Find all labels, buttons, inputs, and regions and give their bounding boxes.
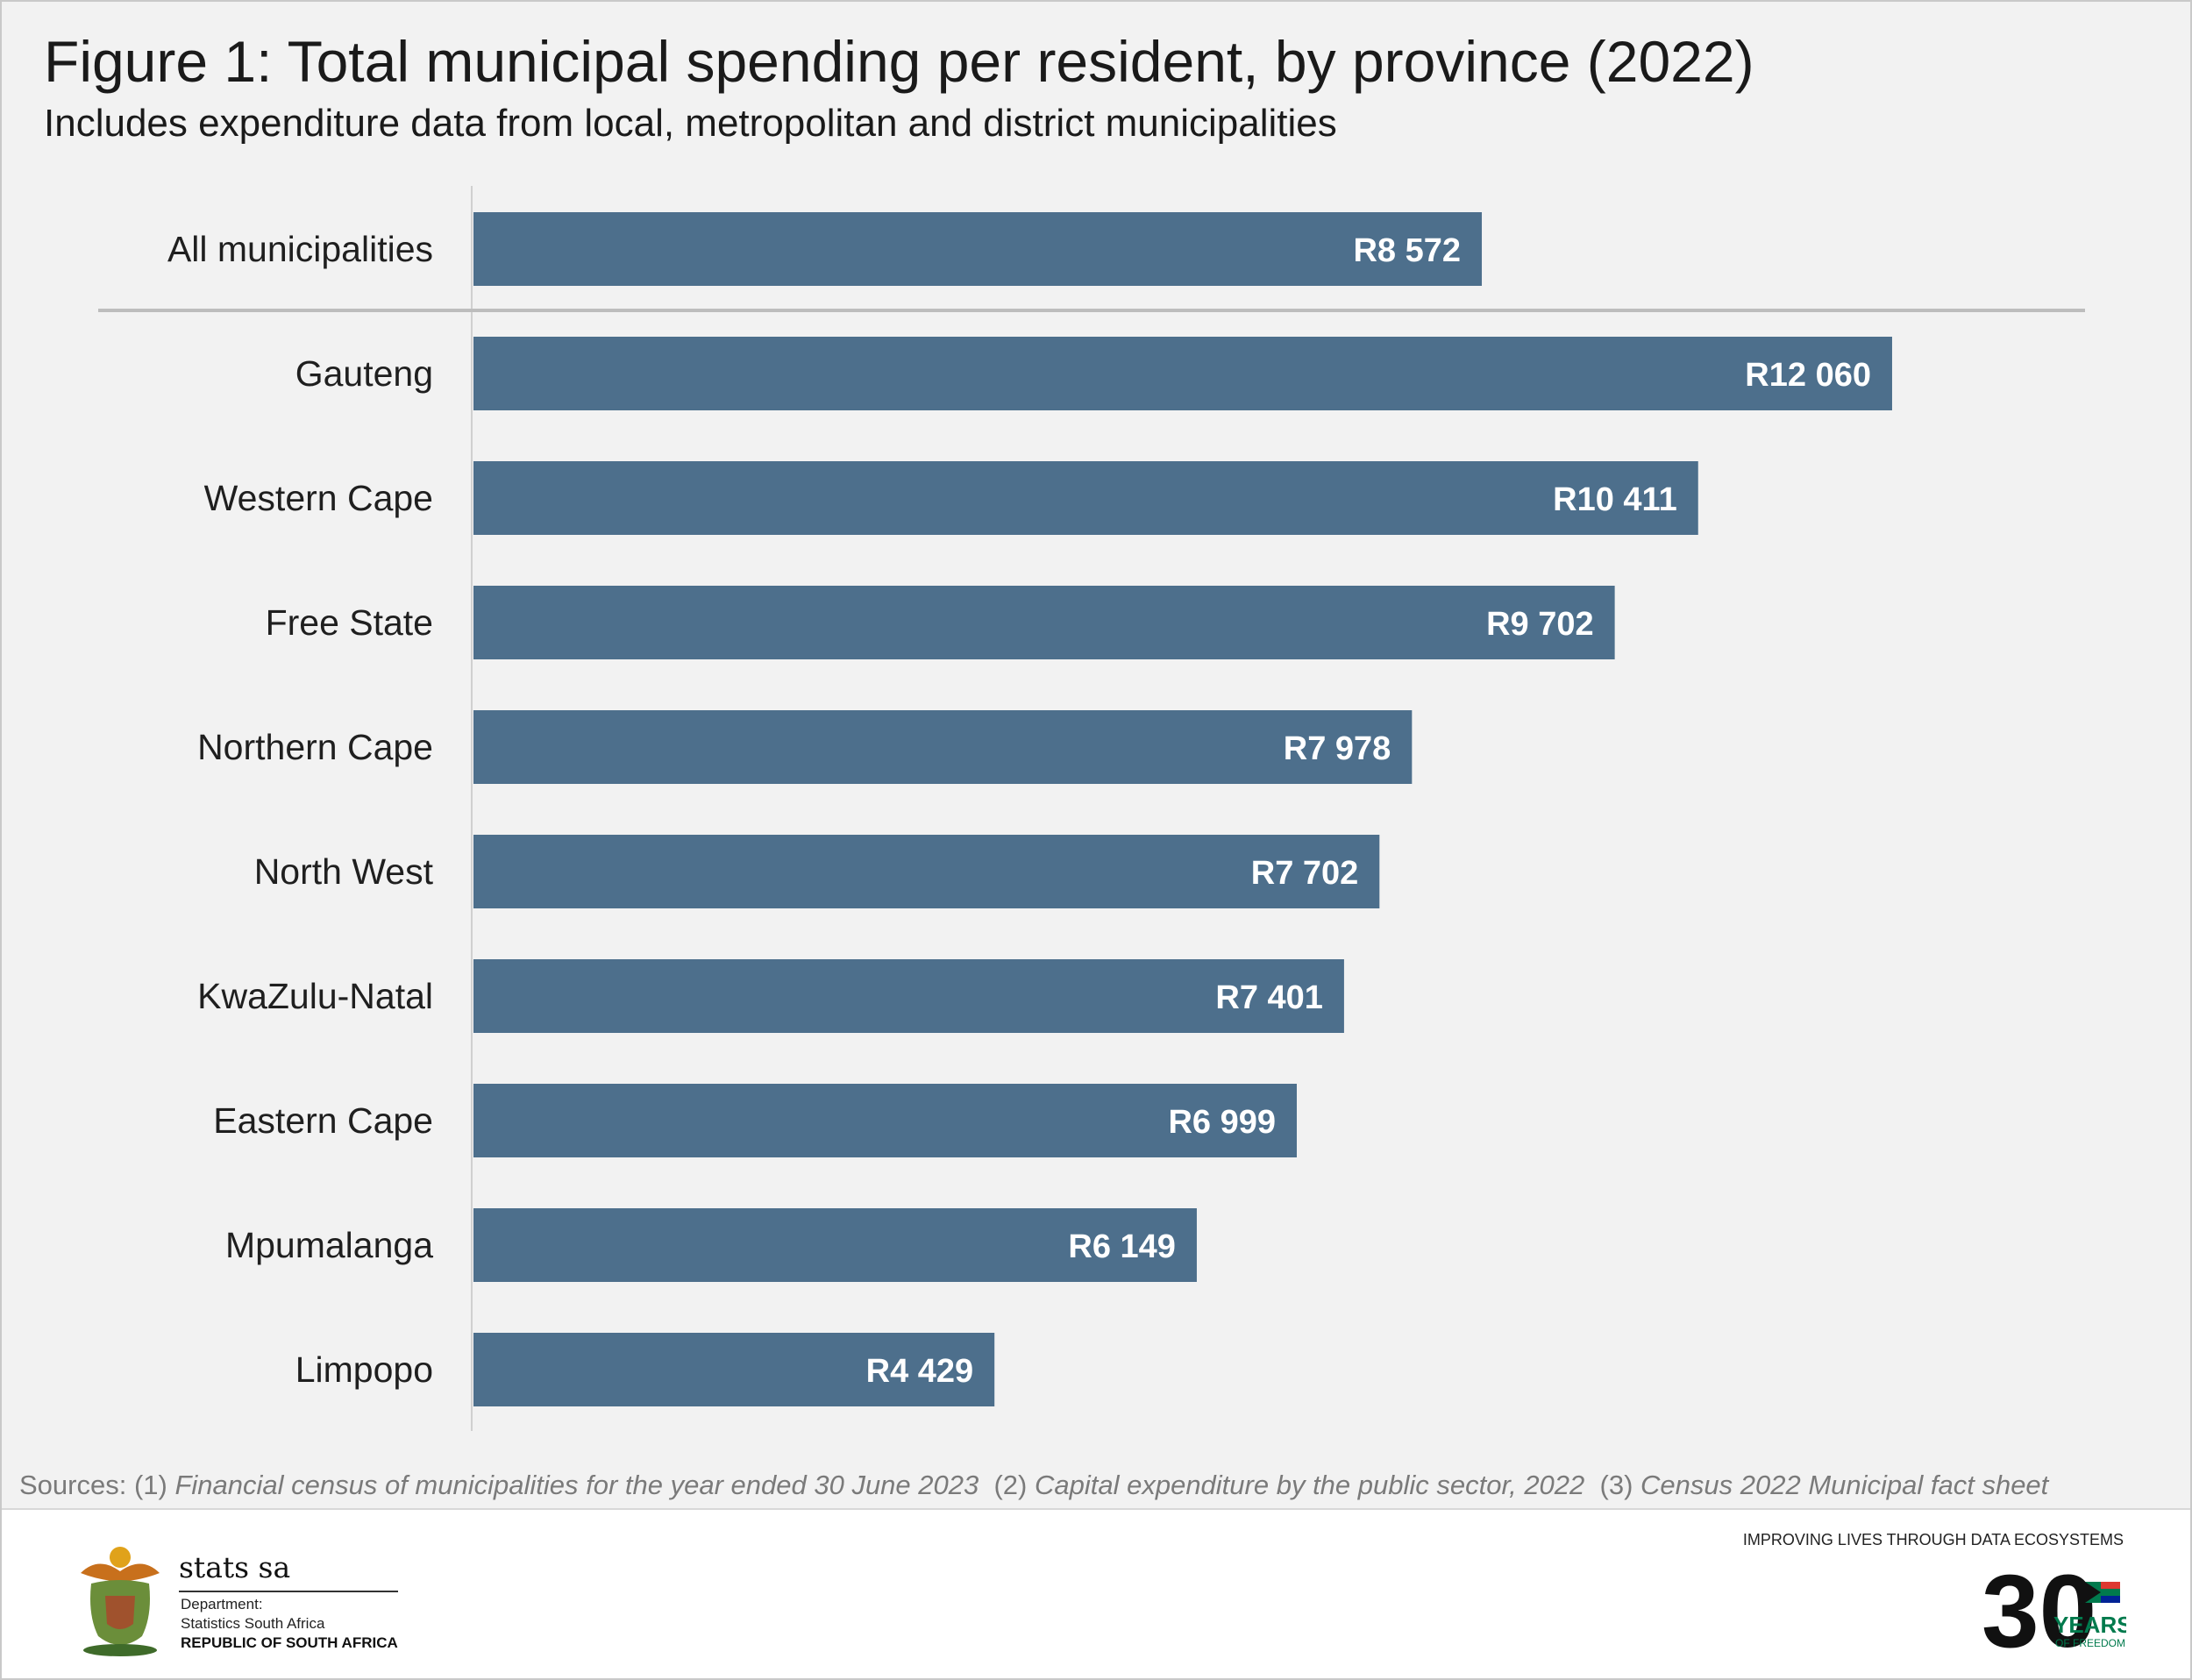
category-label: Mpumalanga — [225, 1225, 433, 1265]
sources-sep-3: (3) — [1599, 1470, 1641, 1500]
category-label: Western Cape — [204, 478, 433, 518]
sources-note: Sources: (1) Financial census of municip… — [19, 1470, 2048, 1501]
org-name-underline — [179, 1591, 398, 1592]
coat-of-arms-icon — [81, 1547, 160, 1656]
value-label: R7 978 — [1284, 730, 1391, 767]
value-label: R7 702 — [1251, 855, 1359, 892]
value-label: R8 572 — [1353, 232, 1461, 269]
category-label: Eastern Cape — [213, 1100, 433, 1141]
chart-panel: Figure 1: Total municipal spending per r… — [2, 2, 2190, 1508]
footer-divider — [2, 1508, 2190, 1510]
bar-chart: All municipalities Gauteng Western Cape Fre… — [98, 186, 2085, 1431]
org-country: REPUBLIC OF SOUTH AFRICA — [181, 1634, 398, 1651]
bar — [473, 586, 1615, 659]
source-1: Financial census of municipalities for t… — [174, 1470, 979, 1500]
value-label: R9 702 — [1486, 606, 1594, 643]
bar — [473, 1333, 995, 1406]
value-label: R10 411 — [1553, 481, 1677, 518]
badge-years: YEARS — [2053, 1612, 2126, 1638]
category-label: KwaZulu-Natal — [197, 976, 433, 1016]
category-label: Free State — [266, 602, 433, 643]
category-label: Limpopo — [295, 1349, 433, 1390]
stats-sa-logo: stats sa Department: Statistics South Af… — [72, 1538, 440, 1661]
30-years-freedom-logo: 30 YEARS OF FREEDOM — [1982, 1557, 2126, 1662]
bars-group — [473, 212, 1892, 1406]
chart-title: Figure 1: Total municipal spending per r… — [44, 29, 1754, 94]
value-labels-group: R8 572 R12 060 R10 411 R9 702 R7 978 R7 702 R7… — [866, 232, 1871, 1390]
tagline: IMPROVING LIVES THROUGH DATA ECOSYSTEMS — [1742, 1531, 2124, 1548]
badge-freedom: OF FREEDOM — [2055, 1637, 2125, 1649]
category-label: Gauteng — [295, 353, 433, 394]
sources-prefix: Sources: (1) — [19, 1470, 175, 1500]
badge-number: 30 — [1982, 1557, 2096, 1662]
bar — [473, 835, 1380, 908]
bar — [473, 1084, 1297, 1157]
value-label: R4 429 — [866, 1353, 974, 1390]
value-label: R6 999 — [1168, 1104, 1276, 1141]
bar — [473, 959, 1344, 1033]
sources-sep-2: (2) — [993, 1470, 1035, 1500]
category-label: All municipalities — [167, 229, 433, 269]
value-label: R7 401 — [1215, 979, 1323, 1016]
chart-subtitle: Includes expenditure data from local, me… — [44, 102, 1337, 145]
org-name: stats sa — [179, 1550, 291, 1584]
category-label: North West — [254, 851, 434, 892]
category-labels-group: All municipalities Gauteng Western Cape Fre… — [167, 229, 434, 1390]
category-label: Northern Cape — [197, 727, 433, 767]
bar — [473, 710, 1413, 784]
value-label: R12 060 — [1745, 357, 1871, 394]
org-unit: Statistics South Africa — [181, 1615, 325, 1632]
bar — [473, 461, 1698, 535]
source-3: Census 2022 Municipal fact sheet — [1640, 1470, 2049, 1500]
source-2: Capital expenditure by the public sector… — [1034, 1470, 1585, 1500]
bar — [473, 337, 1892, 410]
bar — [473, 212, 1483, 286]
value-label: R6 149 — [1068, 1228, 1176, 1265]
bar — [473, 1208, 1197, 1282]
org-department: Department: — [181, 1596, 263, 1612]
